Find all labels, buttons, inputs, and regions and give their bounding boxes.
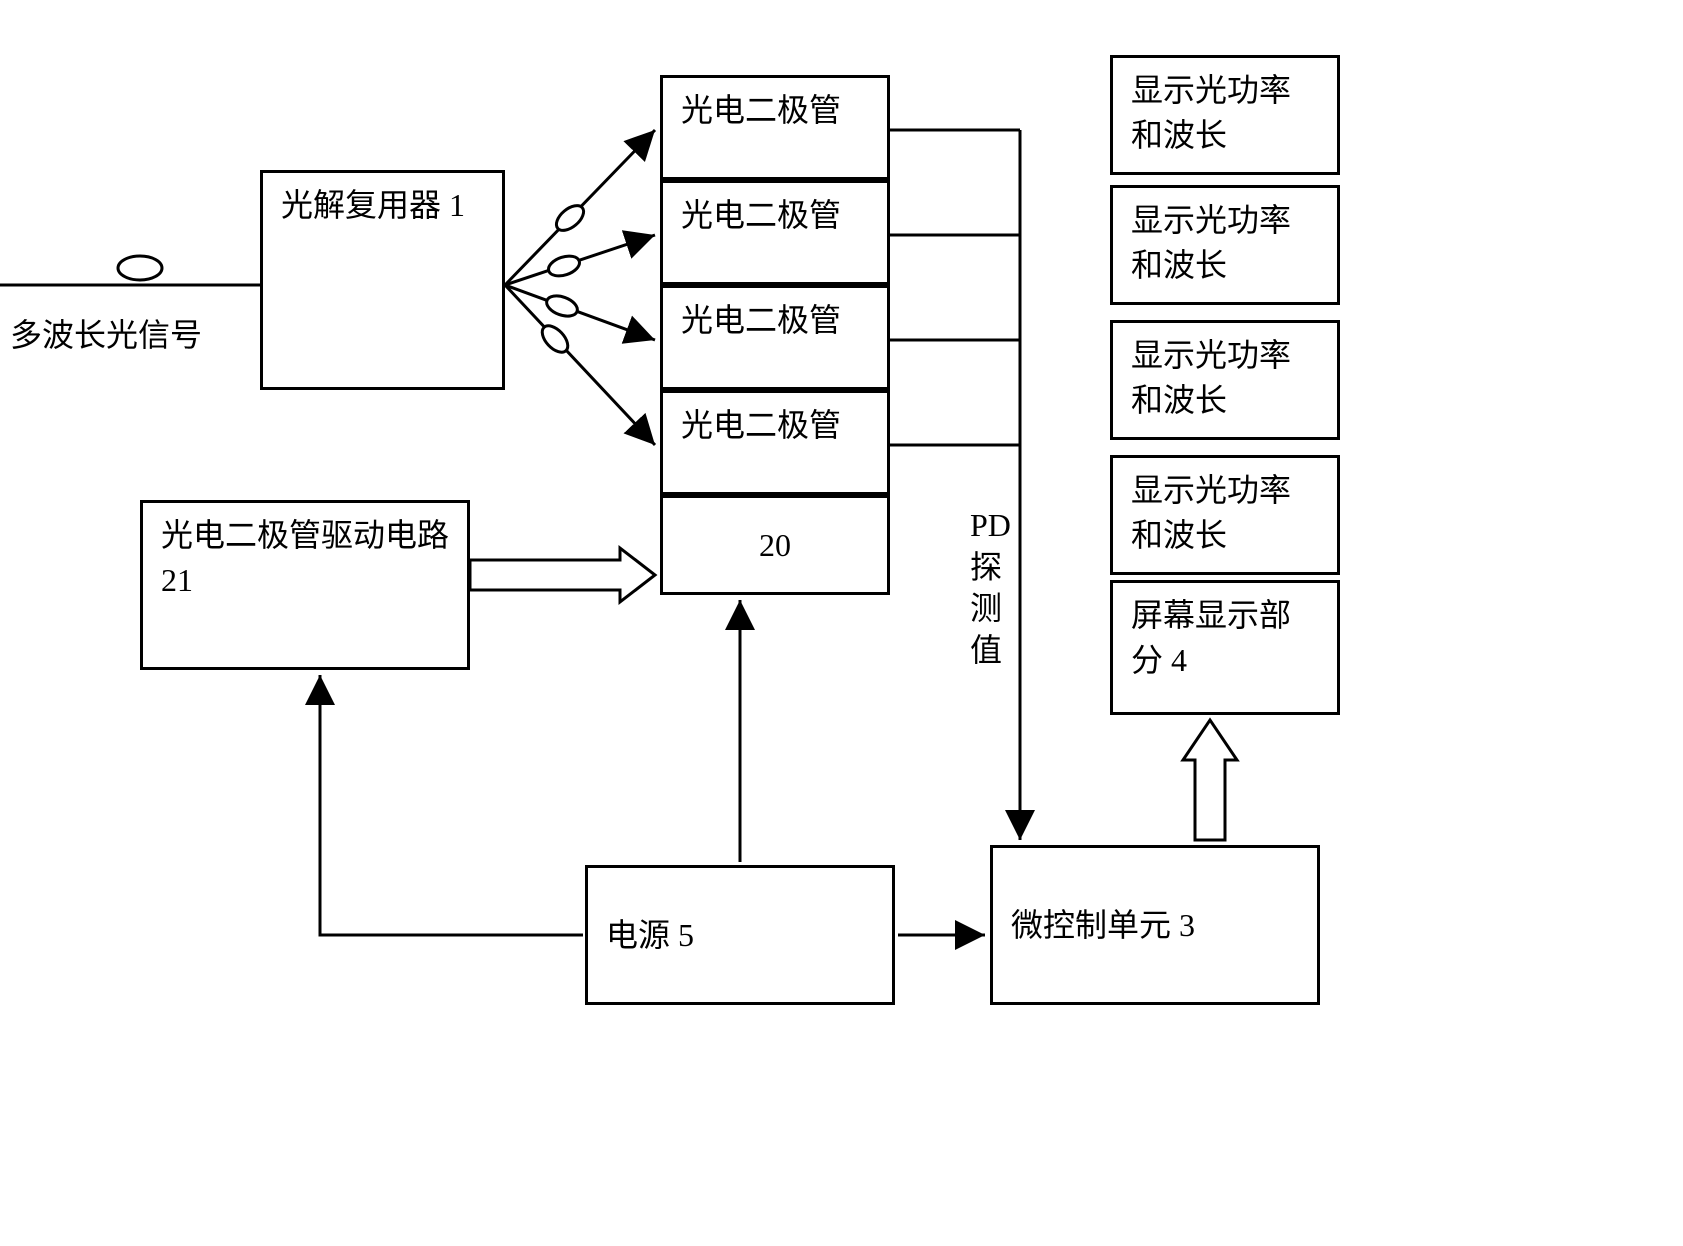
block-arrow-mcu-to-display [1183,720,1237,840]
photodiode-label-1: 光电二极管 [681,88,841,133]
photodiode-array-id-box: 20 [660,495,890,595]
power-label: 电源 5 [606,913,694,958]
display-footer-label: 屏幕显示部分 4 [1131,593,1319,683]
block-diagram: 多波长光信号 光解复用器 1 光电二极管 光电二极管 光电二极管 光电二极管 2… [0,0,1683,1246]
pd-driver-label: 光电二极管驱动电路 21 [161,513,449,603]
photodiode-label-2: 光电二极管 [681,193,841,238]
photodiode-label-4: 光电二极管 [681,403,841,448]
display-item-label-2: 显示光功率和波长 [1131,198,1319,288]
display-item-label-1: 显示光功率和波长 [1131,68,1319,158]
pd-value-text: PD探测值 [970,507,1011,668]
photodiode-label-3: 光电二极管 [681,298,841,343]
photodiode-cell-3: 光电二极管 [660,285,890,390]
pd-value-label: PD探测值 [970,505,1010,671]
demultiplexer-box: 光解复用器 1 [260,170,505,390]
demultiplexer-label: 光解复用器 1 [281,183,465,228]
display-footer-box: 屏幕显示部分 4 [1110,580,1340,715]
input-signal-text: 多波长光信号 [10,317,202,353]
display-item-4: 显示光功率和波长 [1110,455,1340,575]
input-signal-label: 多波长光信号 [10,310,202,356]
display-item-1: 显示光功率和波长 [1110,55,1340,175]
display-item-label-4: 显示光功率和波长 [1131,468,1319,558]
photodiode-array-id: 20 [759,523,791,568]
pd-driver-box: 光电二极管驱动电路 21 [140,500,470,670]
photodiode-cell-4: 光电二极管 [660,390,890,495]
mcu-box: 微控制单元 3 [990,845,1320,1005]
power-box: 电源 5 [585,865,895,1005]
display-item-label-3: 显示光功率和波长 [1131,333,1319,423]
mcu-label: 微控制单元 3 [1011,903,1195,948]
block-arrow-driver-to-pd [470,548,655,602]
photodiode-cell-1: 光电二极管 [660,75,890,180]
display-item-3: 显示光功率和波长 [1110,320,1340,440]
photodiode-cell-2: 光电二极管 [660,180,890,285]
display-item-2: 显示光功率和波长 [1110,185,1340,305]
